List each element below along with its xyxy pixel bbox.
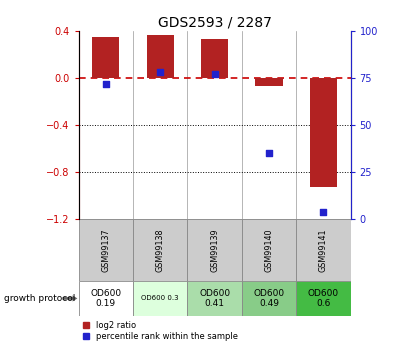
- Point: [320, 209, 327, 214]
- Point: [157, 70, 164, 75]
- Bar: [296, 281, 351, 316]
- Legend: log2 ratio, percentile rank within the sample: log2 ratio, percentile rank within the s…: [83, 321, 238, 341]
- Bar: [133, 219, 187, 281]
- Title: GDS2593 / 2287: GDS2593 / 2287: [158, 16, 272, 30]
- Text: growth protocol: growth protocol: [4, 294, 75, 303]
- Text: OD600
0.41: OD600 0.41: [199, 289, 230, 308]
- Bar: [187, 219, 242, 281]
- Bar: [187, 281, 242, 316]
- Bar: [92, 37, 119, 78]
- Text: OD600 0.3: OD600 0.3: [141, 295, 179, 302]
- Text: OD600
0.19: OD600 0.19: [90, 289, 121, 308]
- Bar: [296, 219, 351, 281]
- Bar: [147, 34, 174, 78]
- Bar: [256, 78, 283, 86]
- Text: GSM99139: GSM99139: [210, 228, 219, 272]
- Point: [266, 150, 272, 156]
- Text: GSM99138: GSM99138: [156, 228, 165, 272]
- Bar: [242, 281, 296, 316]
- Bar: [79, 281, 133, 316]
- Bar: [310, 78, 337, 187]
- Text: OD600
0.6: OD600 0.6: [308, 289, 339, 308]
- Point: [103, 81, 109, 87]
- Point: [212, 71, 218, 77]
- Bar: [242, 219, 296, 281]
- Bar: [133, 281, 187, 316]
- Text: GSM99141: GSM99141: [319, 228, 328, 272]
- Text: OD600
0.49: OD600 0.49: [253, 289, 285, 308]
- Text: GSM99137: GSM99137: [101, 228, 110, 272]
- Text: GSM99140: GSM99140: [264, 228, 274, 272]
- Bar: [79, 219, 133, 281]
- Bar: [201, 39, 228, 78]
